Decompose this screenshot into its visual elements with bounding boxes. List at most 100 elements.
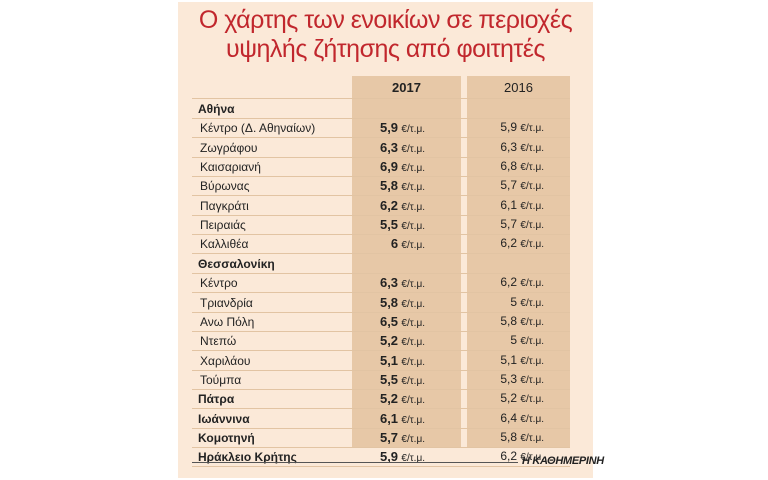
value-2017-unit: €/τ.μ. bbox=[401, 182, 425, 194]
table-row: Πάτρα 5,2 €/τ.μ. 5,2 €/τ.μ. bbox=[192, 389, 570, 410]
area-label: Κέντρο (Δ. Αθηναίων) bbox=[200, 121, 316, 136]
value-2017: 5,1 €/τ.μ. bbox=[352, 353, 461, 368]
value-2016-unit: €/τ.μ. bbox=[520, 278, 544, 290]
value-2017-number: 5,2 bbox=[379, 333, 399, 349]
table-row: Κέντρο 6,3 €/τ.μ. 6,2 €/τ.μ. bbox=[192, 273, 570, 294]
area-label: Ηράκλειο Κρήτης bbox=[198, 450, 297, 465]
area-label: Κέντρο bbox=[200, 276, 238, 291]
value-2017: 5,2 €/τ.μ. bbox=[352, 333, 461, 348]
value-2017-unit: €/τ.μ. bbox=[401, 375, 425, 387]
value-2016: 6,2 €/τ.μ. bbox=[467, 236, 570, 250]
value-2017-unit: €/τ.μ. bbox=[401, 414, 425, 426]
value-2017: 6,1 €/τ.μ. bbox=[352, 411, 461, 426]
value-2017-unit: €/τ.μ. bbox=[401, 433, 425, 445]
value-2017-unit: €/τ.μ. bbox=[401, 317, 425, 329]
value-2017-number: 6,9 bbox=[379, 159, 399, 175]
value-2016-number: 5 bbox=[510, 333, 518, 348]
table-row: Ιωάννινα 6,1 €/τ.μ. 6,4 €/τ.μ. bbox=[192, 409, 570, 429]
value-2016-number: 5,2 bbox=[500, 391, 518, 406]
value-2016-unit: €/τ.μ. bbox=[520, 200, 544, 212]
value-2017-number: 5,8 bbox=[379, 294, 399, 310]
value-2017-unit: €/τ.μ. bbox=[401, 279, 425, 291]
value-2016: 5 €/τ.μ. bbox=[467, 295, 570, 309]
area-label: Θεσσαλονίκη bbox=[198, 256, 275, 271]
value-2016-unit: €/τ.μ. bbox=[520, 355, 544, 367]
value-2016-number: 5,8 bbox=[500, 313, 518, 328]
value-2016-unit: €/τ.μ. bbox=[520, 316, 544, 328]
value-2016-number: 5 bbox=[510, 294, 518, 309]
area-label: Ανω Πόλη bbox=[200, 314, 255, 329]
value-2017-unit: €/τ.μ. bbox=[401, 201, 425, 213]
value-2016: 5,8 €/τ.μ. bbox=[467, 430, 570, 444]
value-2017-number: 5,5 bbox=[379, 371, 399, 387]
value-2016: 5,1 €/τ.μ. bbox=[467, 353, 570, 367]
table-row: Πειραιάς 5,5 €/τ.μ. 5,7 €/τ.μ. bbox=[192, 215, 570, 236]
area-label: Ιωάννινα bbox=[198, 411, 250, 426]
value-2017-unit: €/τ.μ. bbox=[401, 395, 425, 407]
value-2016-number: 5,7 bbox=[500, 217, 518, 232]
value-2017: 6,5 €/τ.μ. bbox=[352, 314, 461, 329]
value-2017-unit: €/τ.μ. bbox=[401, 356, 425, 368]
value-2016-unit: €/τ.μ. bbox=[520, 413, 544, 425]
value-2017-unit: €/τ.μ. bbox=[401, 298, 425, 310]
value-2016-unit: €/τ.μ. bbox=[520, 374, 544, 386]
value-2017: 5,2 €/τ.μ. bbox=[352, 391, 461, 406]
source-divider bbox=[192, 462, 518, 463]
value-2017-unit: €/τ.μ. bbox=[401, 240, 425, 252]
value-2016-unit: €/τ.μ. bbox=[520, 142, 544, 154]
value-2016-number: 6,4 bbox=[500, 410, 518, 425]
table-row: Κέντρο (Δ. Αθηναίων) 5,9 €/τ.μ. 5,9 €/τ.μ. bbox=[192, 118, 570, 139]
area-label: Καισαριανή bbox=[200, 160, 261, 175]
value-2017-number: 6,5 bbox=[379, 313, 399, 329]
value-2017-number: 6,3 bbox=[379, 139, 399, 155]
value-2016: 5,9 €/τ.μ. bbox=[467, 120, 570, 134]
area-label: Βύρωνας bbox=[200, 179, 250, 194]
table-row: Ντεπώ 5,2 €/τ.μ. 5 €/τ.μ. bbox=[192, 331, 570, 352]
value-2017-number: 6,1 bbox=[379, 410, 399, 426]
area-label: Πάτρα bbox=[198, 392, 235, 407]
title-line-2: υψηλής ζήτησης από φοιτητές bbox=[226, 35, 545, 63]
value-2016-unit: €/τ.μ. bbox=[520, 297, 544, 309]
value-2016: 6,8 €/τ.μ. bbox=[467, 159, 570, 173]
area-label: Τούμπα bbox=[200, 372, 242, 387]
header-divider bbox=[192, 98, 570, 99]
value-2016-number: 6,2 bbox=[500, 275, 518, 290]
area-label: Χαριλάου bbox=[200, 353, 251, 368]
value-2016: 6,4 €/τ.μ. bbox=[467, 411, 570, 425]
table-row: Ζωγράφου 6,3 €/τ.μ. 6,3 €/τ.μ. bbox=[192, 138, 570, 158]
value-2016-unit: €/τ.μ. bbox=[520, 239, 544, 251]
area-label: Αθήνα bbox=[198, 102, 235, 116]
area-label: Τριανδρία bbox=[200, 295, 253, 310]
value-2016: 5 €/τ.μ. bbox=[467, 333, 570, 347]
value-2017-unit: €/τ.μ. bbox=[401, 124, 425, 136]
value-2016-unit: €/τ.μ. bbox=[520, 336, 544, 348]
value-2016: 5,7 €/τ.μ. bbox=[467, 217, 570, 231]
column-header-2017: 2017 bbox=[392, 80, 421, 95]
table-row: Κομοτηνή 5,7 €/τ.μ. 5,8 €/τ.μ. bbox=[192, 428, 570, 448]
value-2016: 5,8 €/τ.μ. bbox=[467, 314, 570, 328]
table-row: Ανω Πόλη 6,5 €/τ.μ. 5,8 €/τ.μ. bbox=[192, 312, 570, 332]
table-row: Αθήνα bbox=[192, 99, 570, 119]
value-2017-unit: €/τ.μ. bbox=[401, 337, 425, 349]
value-2016-number: 5,9 bbox=[500, 120, 518, 135]
value-2016-number: 6,8 bbox=[500, 159, 518, 174]
area-label: Ζωγράφου bbox=[200, 140, 258, 155]
value-2016-unit: €/τ.μ. bbox=[520, 123, 544, 135]
value-2017-unit: €/τ.μ. bbox=[401, 221, 425, 233]
value-2016-unit: €/τ.μ. bbox=[520, 432, 544, 444]
value-2016-number: 6,1 bbox=[500, 197, 518, 212]
value-2017: 5,5 €/τ.μ. bbox=[352, 372, 461, 387]
chart-title: Ο χάρτης των ενοικίων σε περιοχές υψηλής… bbox=[178, 6, 593, 64]
table-row: Τριανδρία 5,8 €/τ.μ. 5 €/τ.μ. bbox=[192, 293, 570, 313]
value-2016: 6,3 €/τ.μ. bbox=[467, 140, 570, 154]
value-2016-unit: €/τ.μ. bbox=[520, 181, 544, 193]
area-label: Κομοτηνή bbox=[198, 430, 255, 445]
value-2017-number: 5,1 bbox=[379, 352, 399, 368]
value-2016: 6,2 €/τ.μ. bbox=[467, 449, 570, 463]
value-2016-unit: €/τ.μ. bbox=[520, 452, 544, 464]
table-row: Παγκράτι 6,2 €/τ.μ. 6,1 €/τ.μ. bbox=[192, 196, 570, 216]
value-2017: 5,9 €/τ.μ. bbox=[352, 449, 461, 464]
value-2016-number: 5,1 bbox=[500, 352, 518, 367]
value-2016-unit: €/τ.μ. bbox=[520, 220, 544, 232]
value-2016: 6,2 €/τ.μ. bbox=[467, 275, 570, 289]
